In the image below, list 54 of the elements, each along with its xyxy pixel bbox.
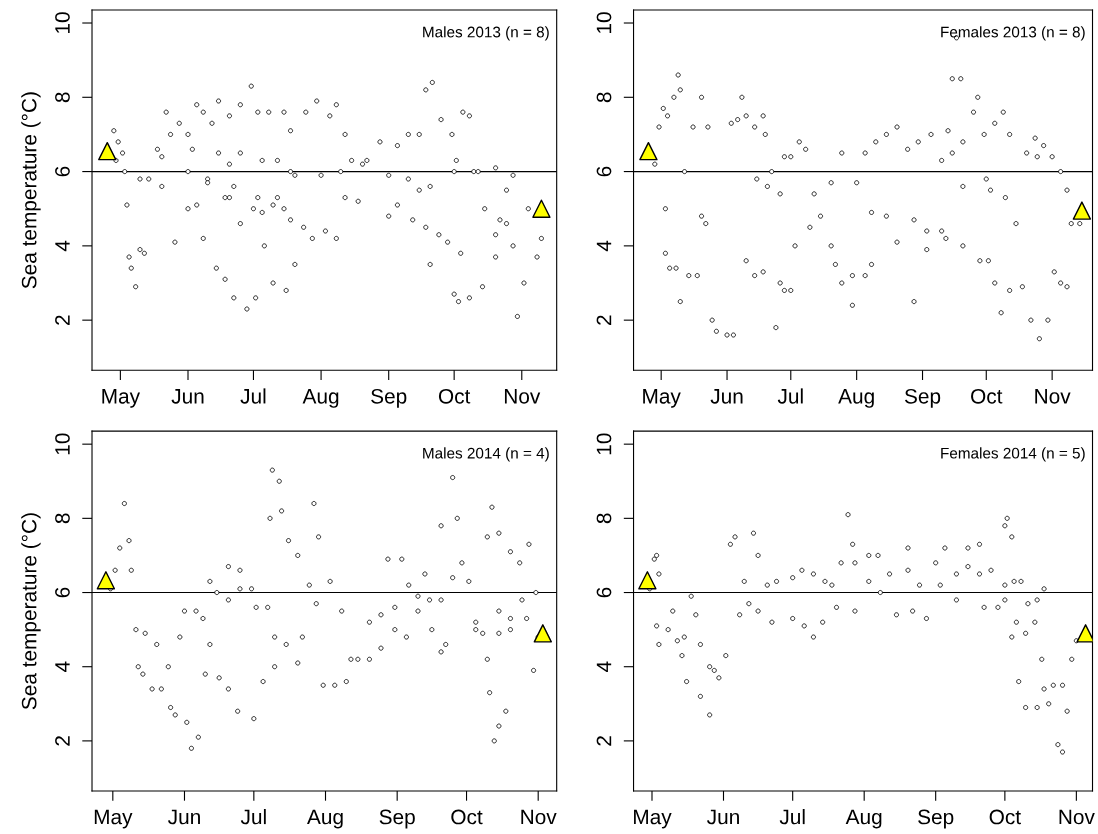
text: Females 2014 (n = 5) bbox=[941, 447, 1085, 462]
x-tick-label: Jun bbox=[171, 389, 204, 404]
y-tick-label: 6 bbox=[596, 166, 612, 177]
x-tick-label: Jul bbox=[240, 388, 266, 404]
y-tick-label: 10 bbox=[596, 12, 612, 33]
x-tick-label: Oct bbox=[451, 809, 483, 825]
x-tick-label: Nov bbox=[1035, 389, 1071, 404]
y-axis-title: Sea temperature (°C) bbox=[21, 92, 41, 289]
x-tick-label: Aug bbox=[302, 389, 339, 408]
y-tick-label: 6 bbox=[55, 587, 70, 598]
y-tick-label: 6 bbox=[55, 166, 70, 177]
x-tick-label: May bbox=[102, 389, 141, 408]
y-tick-label: 4 bbox=[596, 661, 612, 673]
x-tick-label: May bbox=[643, 389, 681, 408]
y-tick-label: 8 bbox=[596, 513, 612, 524]
x-tick-label: Jun bbox=[168, 809, 200, 825]
y-tick-label: 2 bbox=[596, 736, 612, 746]
x-tick-label: Sep bbox=[379, 809, 415, 829]
x-tick-label: Aug bbox=[845, 809, 882, 829]
x-tick-label: Jul bbox=[240, 809, 266, 825]
text: Females 2013 (n = 8) bbox=[941, 26, 1085, 41]
y-tick-label: 2 bbox=[55, 736, 70, 746]
text: Males 2014 (n = 4) bbox=[423, 447, 549, 462]
y-tick-label: 4 bbox=[55, 240, 70, 252]
y-tick-label: 2 bbox=[55, 315, 70, 325]
x-tick-label: Jun bbox=[710, 389, 743, 404]
x-tick-label: Sep bbox=[904, 388, 941, 408]
x-tick-label: Nov bbox=[504, 389, 541, 404]
y-tick-label: 8 bbox=[55, 513, 70, 524]
x-tick-label: Nov bbox=[521, 809, 557, 825]
y-tick-label: 4 bbox=[596, 240, 612, 252]
x-tick-label: May bbox=[634, 809, 672, 829]
text: Males 2013 (n = 8) bbox=[423, 26, 549, 41]
x-tick-label: Jul bbox=[777, 388, 803, 404]
y-tick-label: 10 bbox=[55, 12, 70, 33]
x-tick-label: Nov bbox=[1059, 809, 1095, 825]
x-tick-label: Oct bbox=[971, 388, 1003, 404]
y-tick-label: 2 bbox=[596, 315, 612, 325]
y-tick-label: 4 bbox=[55, 661, 70, 673]
x-tick-label: Sep bbox=[918, 809, 954, 829]
x-tick-label: May bbox=[94, 809, 133, 829]
x-tick-label: Jun bbox=[707, 809, 739, 825]
y-tick-label: 10 bbox=[55, 433, 70, 455]
x-tick-label: Oct bbox=[989, 809, 1021, 825]
x-tick-label: Aug bbox=[838, 389, 874, 408]
y-tick-label: 8 bbox=[596, 92, 612, 103]
y-tick-label: 6 bbox=[596, 587, 612, 598]
x-tick-label: Sep bbox=[371, 388, 407, 408]
y-axis-title: Sea temperature (°C) bbox=[21, 513, 41, 710]
y-tick-label: 8 bbox=[55, 92, 70, 103]
x-tick-label: Jul bbox=[779, 809, 805, 825]
x-tick-label: Oct bbox=[438, 388, 471, 404]
x-tick-label: Aug bbox=[307, 809, 343, 829]
y-tick-label: 10 bbox=[596, 433, 612, 455]
